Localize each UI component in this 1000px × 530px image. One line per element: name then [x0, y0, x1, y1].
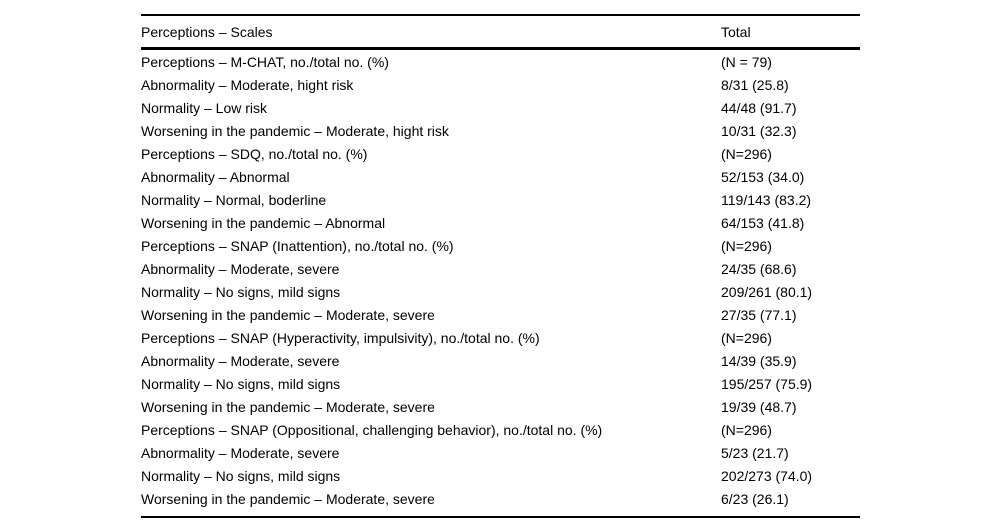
table-row: Abnormality – Moderate, severe 5/23 (21.… [141, 441, 860, 464]
row-label: Abnormality – Moderate, severe [141, 260, 340, 277]
row-total: 6/23 (26.1) [721, 490, 789, 507]
column-header-scales: Perceptions – Scales [141, 23, 273, 40]
row-label: Abnormality – Moderate, hight risk [141, 76, 354, 93]
row-total: 64/153 (41.8) [721, 214, 805, 231]
table-row: Abnormality – Moderate, hight risk 8/31 … [141, 73, 860, 96]
row-total: (N=296) [721, 421, 772, 438]
document-page: Perceptions – Scales Total Perceptions –… [141, 14, 860, 518]
row-label: Perceptions – SNAP (Hyperactivity, impul… [141, 329, 540, 346]
table-row: Worsening in the pandemic – Abnormal 64/… [141, 211, 860, 234]
perceptions-table: Perceptions – Scales Total Perceptions –… [141, 14, 860, 518]
table-row: Perceptions – SDQ, no./total no. (%) (N=… [141, 142, 860, 165]
row-label: Abnormality – Moderate, severe [141, 352, 340, 369]
table-row: Worsening in the pandemic – Moderate, hi… [141, 119, 860, 142]
row-total: 5/23 (21.7) [721, 444, 789, 461]
table-row: Abnormality – Abnormal 52/153 (34.0) [141, 165, 860, 188]
row-label: Worsening in the pandemic – Moderate, hi… [141, 122, 449, 139]
row-label: Normality – No signs, mild signs [141, 283, 341, 300]
table-row: Normality – Low risk 44/48 (91.7) [141, 96, 860, 119]
table-row: Normality – Normal, boderline 119/143 (8… [141, 188, 860, 211]
row-total: 209/261 (80.1) [721, 283, 813, 300]
row-total: 195/257 (75.9) [721, 375, 813, 392]
column-header-total: Total [721, 23, 751, 40]
row-total: 119/143 (83.2) [721, 191, 812, 208]
table-row: Perceptions – SNAP (Oppositional, challe… [141, 418, 860, 441]
table-row: Perceptions – SNAP (Inattention), no./to… [141, 234, 860, 257]
row-label: Abnormality – Abnormal [141, 168, 290, 185]
table-row: Abnormality – Moderate, severe 14/39 (35… [141, 349, 860, 372]
table-row: Normality – No signs, mild signs 202/273… [141, 464, 860, 487]
table-row: Normality – No signs, mild signs 195/257… [141, 372, 860, 395]
row-total: 19/39 (48.7) [721, 398, 797, 415]
row-total: (N=296) [721, 145, 772, 162]
row-total: 10/31 (32.3) [721, 122, 797, 139]
row-label: Perceptions – SNAP (Oppositional, challe… [141, 421, 603, 438]
row-label: Normality – Low risk [141, 99, 268, 116]
table-row: Worsening in the pandemic – Moderate, se… [141, 487, 860, 510]
row-label: Perceptions – SDQ, no./total no. (%) [141, 145, 368, 162]
table-row: Worsening in the pandemic – Moderate, se… [141, 303, 860, 326]
table-row: Perceptions – SNAP (Hyperactivity, impul… [141, 326, 860, 349]
row-label: Normality – Normal, boderline [141, 191, 327, 208]
row-label: Normality – No signs, mild signs [141, 467, 341, 484]
table-row: Perceptions – M-CHAT, no./total no. (%) … [141, 49, 860, 74]
row-total: 27/35 (77.1) [721, 306, 797, 323]
row-label: Perceptions – M-CHAT, no./total no. (%) [141, 53, 389, 70]
table-row: Abnormality – Moderate, severe 24/35 (68… [141, 257, 860, 280]
row-total: 52/153 (34.0) [721, 168, 805, 185]
row-label: Perceptions – SNAP (Inattention), no./to… [141, 237, 454, 254]
row-total: (N=296) [721, 329, 772, 346]
table-header-row: Perceptions – Scales Total [141, 15, 860, 49]
row-label: Worsening in the pandemic – Moderate, se… [141, 490, 435, 507]
row-total: 8/31 (25.8) [721, 76, 789, 93]
row-label: Worsening in the pandemic – Moderate, se… [141, 306, 435, 323]
row-label: Abnormality – Moderate, severe [141, 444, 340, 461]
row-total: 202/273 (74.0) [721, 467, 813, 484]
row-label: Worsening in the pandemic – Moderate, se… [141, 398, 435, 415]
row-total: 24/35 (68.6) [721, 260, 797, 277]
row-label: Normality – No signs, mild signs [141, 375, 341, 392]
row-total: (N=296) [721, 237, 772, 254]
row-label: Worsening in the pandemic – Abnormal [141, 214, 386, 231]
table-body: Perceptions – M-CHAT, no./total no. (%) … [141, 49, 860, 517]
row-total: 44/48 (91.7) [721, 99, 797, 116]
table-row: Worsening in the pandemic – Moderate, se… [141, 395, 860, 418]
table-row: Normality – No signs, mild signs 209/261… [141, 280, 860, 303]
row-total: 14/39 (35.9) [721, 352, 797, 369]
row-total: (N = 79) [721, 53, 772, 70]
